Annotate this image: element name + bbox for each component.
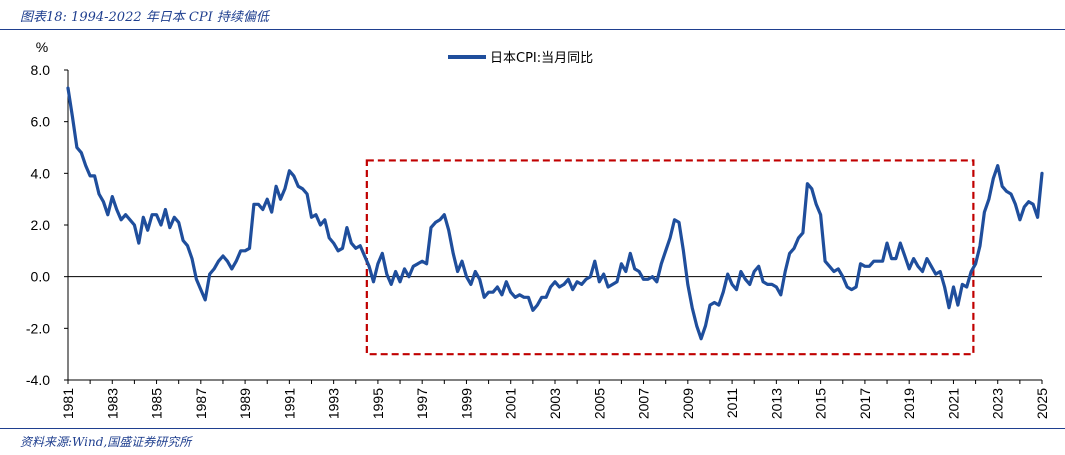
source-note: 资料来源:Wind,国盛证券研究所 — [20, 435, 192, 449]
y-tick-label: 8.0 — [31, 62, 51, 78]
dashed-highlight-rect — [365, 159, 975, 356]
series-layer — [66, 86, 1044, 341]
x-tick-label: 1981 — [60, 388, 76, 419]
x-tick-label: 2003 — [547, 388, 563, 419]
series-line-japan-cpi — [66, 86, 1044, 341]
legend-label: 日本CPI:当月同比 — [490, 51, 593, 66]
x-tick-label: 2025 — [1034, 388, 1050, 419]
x-tick-label: 1993 — [326, 388, 342, 419]
x-tick-label: 2015 — [813, 388, 829, 419]
y-tick-label: -2.0 — [26, 320, 50, 336]
x-tick-label: 2001 — [503, 388, 519, 419]
chart-title: 图表18: 1994-2022 年日本 CPI 持续偏低 — [20, 10, 269, 25]
y-tick-label: 2.0 — [31, 217, 51, 233]
x-tick-label: 2023 — [990, 388, 1006, 419]
top-divider — [0, 29, 1065, 30]
y-axis-unit-label: % — [36, 39, 48, 55]
y-tick-label: 4.0 — [31, 165, 51, 181]
x-tick-label: 2007 — [636, 388, 652, 419]
x-tick-label: 2011 — [724, 388, 740, 418]
x-tick-label: 1997 — [414, 388, 430, 419]
x-tick-label: 1999 — [458, 388, 474, 419]
x-tick-label: 2009 — [680, 388, 696, 419]
y-tick-label: 0.0 — [31, 269, 51, 285]
x-tick-label: 2013 — [768, 388, 784, 419]
x-tick-label: 1983 — [104, 388, 120, 419]
x-tick-label: 2019 — [901, 388, 917, 419]
x-tick-label: 1989 — [237, 388, 253, 419]
x-axis: 1981 1983 1985 1987 1989 1991 1993 1995 1997 1999… — [60, 379, 1050, 419]
x-tick-label: 1987 — [193, 388, 209, 419]
bottom-divider — [0, 428, 1065, 429]
x-tick-label: 1995 — [370, 388, 386, 419]
x-tick-label: 2017 — [857, 388, 873, 419]
y-axis: 8.0 6.0 4.0 2.0 0.0 -2.0 -4.0% — [26, 39, 69, 388]
x-tick-label: 1991 — [281, 388, 297, 419]
highlight-box — [365, 159, 975, 356]
y-tick-label: -4.0 — [26, 372, 50, 388]
x-tick-label: 2005 — [591, 388, 607, 419]
y-tick-label: 6.0 — [31, 114, 51, 130]
legend: 日本CPI:当月同比 — [448, 51, 593, 66]
x-tick-label: 1985 — [149, 388, 165, 419]
x-tick-label: 2021 — [945, 388, 961, 419]
